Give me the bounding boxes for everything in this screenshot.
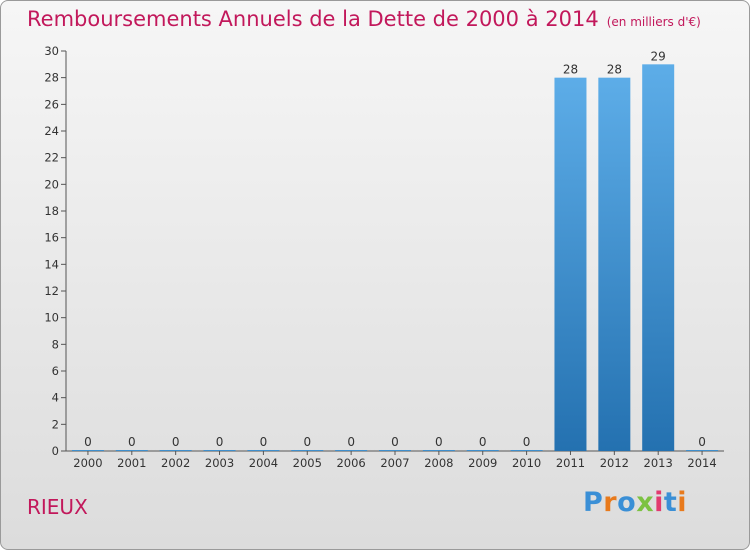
y-tick-label: 20 — [44, 177, 59, 191]
x-tick-label: 2008 — [424, 456, 453, 470]
bar — [291, 450, 324, 451]
y-tick-label: 10 — [44, 311, 59, 325]
x-tick-label: 2012 — [600, 456, 629, 470]
logo-letter: x — [636, 487, 655, 518]
y-tick-label: 24 — [44, 124, 59, 138]
bar — [598, 77, 631, 452]
bar-value-label: 0 — [260, 435, 268, 449]
x-tick-label: 2009 — [468, 456, 497, 470]
x-tick-label: 2013 — [644, 456, 673, 470]
bar — [422, 450, 455, 451]
y-tick-label: 0 — [52, 444, 59, 458]
x-tick-label: 2001 — [117, 456, 146, 470]
bar — [335, 450, 368, 451]
bar — [115, 450, 148, 451]
bar-value-label: 29 — [651, 49, 666, 63]
bar-value-label: 0 — [303, 435, 311, 449]
bar-value-label: 0 — [391, 435, 399, 449]
bar-value-label: 0 — [347, 435, 355, 449]
logo-letter: i — [677, 487, 688, 518]
x-tick-label: 2011 — [556, 456, 585, 470]
bar — [554, 77, 587, 452]
y-tick-label: 26 — [44, 97, 59, 111]
x-tick-label: 2006 — [336, 456, 365, 470]
logo-letter: t — [663, 487, 678, 518]
y-tick-label: 30 — [44, 44, 59, 58]
y-tick-label: 2 — [52, 417, 59, 431]
bar-value-label: 0 — [172, 435, 180, 449]
bar-value-label: 0 — [84, 435, 92, 449]
x-tick-label: 2007 — [380, 456, 409, 470]
bar-value-label: 0 — [698, 435, 706, 449]
bar — [510, 450, 543, 451]
bar-value-label: 28 — [607, 63, 622, 77]
x-tick-label: 2005 — [293, 456, 322, 470]
x-tick-label: 2014 — [687, 456, 716, 470]
x-tick-label: 2002 — [161, 456, 190, 470]
bars — [71, 64, 719, 452]
y-tick-label: 18 — [44, 204, 59, 218]
data-labels: 0 0 0 0 0 0 0 0 0 0 0 28 28 29 0 — [84, 49, 706, 449]
bar-value-label: 0 — [216, 435, 224, 449]
bar — [379, 450, 411, 451]
bar — [159, 450, 192, 451]
y-tick-label: 22 — [44, 151, 59, 165]
y-tick-label: 6 — [52, 364, 59, 378]
x-axis: 2000 2001 2002 2003 2004 2005 2006 2007 2008 2009… — [66, 450, 724, 470]
bar-value-label: 0 — [479, 435, 487, 449]
bar-value-label: 0 — [435, 435, 443, 449]
logo-letter: o — [617, 487, 637, 518]
x-tick-label: 2010 — [512, 456, 541, 470]
chart-title: Remboursements Annuels de la Dette de 20… — [27, 7, 701, 31]
x-tick-label: 2003 — [205, 456, 234, 470]
place-name: RIEUX — [27, 495, 88, 519]
y-tick-label: 12 — [44, 284, 59, 298]
bar-value-label: 28 — [563, 63, 578, 77]
logo-letter: r — [603, 487, 618, 518]
bar — [686, 450, 719, 451]
bar — [642, 64, 675, 452]
bar — [203, 450, 236, 451]
bar — [466, 450, 499, 451]
x-tick-label: 2000 — [73, 456, 102, 470]
proxiti-logo: Proxiti — [583, 487, 687, 518]
bar-value-label: 0 — [128, 435, 136, 449]
y-tick-label: 4 — [52, 391, 59, 405]
logo-letter: P — [583, 487, 604, 518]
x-tick-label: 2004 — [249, 456, 278, 470]
y-tick-label: 28 — [44, 71, 59, 85]
bar — [71, 450, 104, 451]
y-tick-label: 8 — [52, 337, 59, 351]
y-tick-label: 16 — [44, 231, 59, 245]
title-text: Remboursements Annuels de la Dette de 20… — [27, 7, 599, 31]
bar — [247, 450, 280, 451]
y-tick-label: 14 — [44, 257, 59, 271]
chart-subtitle: (en milliers d'€) — [606, 15, 701, 29]
logo-letter: i — [654, 487, 664, 518]
bar-value-label: 0 — [523, 435, 531, 449]
